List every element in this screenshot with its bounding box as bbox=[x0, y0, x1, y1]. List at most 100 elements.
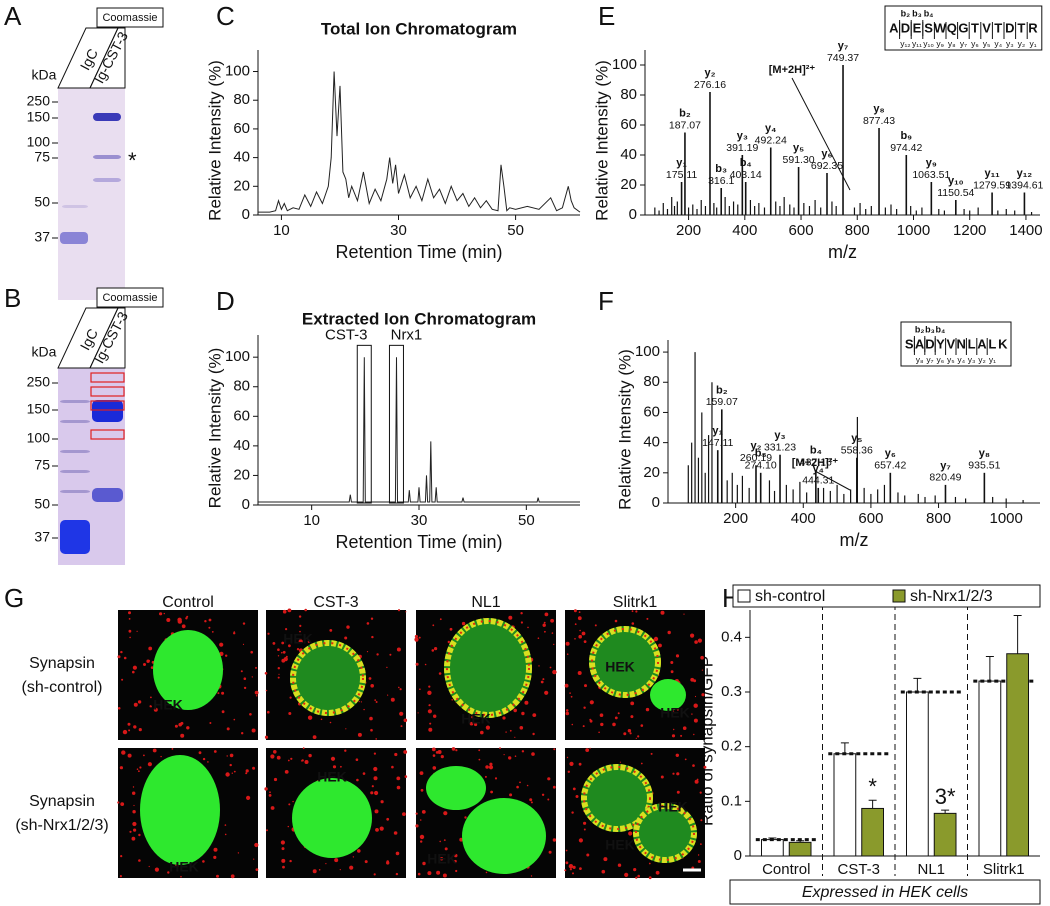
synapsin-punctum bbox=[266, 829, 268, 832]
synapsin-punctum bbox=[148, 646, 153, 651]
synapsin-punctum bbox=[132, 821, 137, 827]
synapsin-punctum bbox=[344, 749, 347, 752]
synapsin-punctum bbox=[282, 650, 286, 654]
cell-ring bbox=[591, 628, 659, 696]
marker-label: 50 bbox=[34, 496, 50, 512]
y-ion: y₂ bbox=[1018, 38, 1026, 48]
synapsin-punctum bbox=[489, 762, 493, 766]
synapsin-punctum bbox=[299, 624, 302, 627]
synapsin-punctum bbox=[598, 731, 600, 734]
synapsin-punctum bbox=[355, 758, 359, 761]
x-tick-label: Control bbox=[762, 861, 810, 878]
y-tick-label: 20 bbox=[233, 177, 250, 194]
synapsin-punctum bbox=[128, 729, 131, 732]
y-ion: y₁₀ bbox=[923, 38, 934, 48]
excised-region bbox=[90, 400, 125, 411]
y-tick-label: 60 bbox=[233, 407, 250, 424]
synapsin-punctum bbox=[485, 871, 488, 874]
y-ion: y₅ bbox=[947, 354, 955, 364]
cell-label: HEK bbox=[153, 697, 183, 713]
synapsin-punctum bbox=[150, 666, 154, 669]
synapsin-punctum bbox=[363, 708, 365, 711]
y-ion: y₂ bbox=[978, 354, 986, 364]
synapsin-punctum bbox=[578, 838, 583, 843]
lane-header bbox=[89, 307, 126, 369]
synapsin-punctum bbox=[583, 706, 586, 709]
synapsin-punctum bbox=[520, 612, 523, 615]
synapsin-punctum bbox=[648, 862, 651, 865]
synapsin-punctum bbox=[277, 648, 280, 651]
synapsin-punctum bbox=[439, 857, 444, 861]
synapsin-punctum bbox=[683, 613, 685, 615]
synapsin-punctum bbox=[637, 874, 640, 878]
synapsin-punctum bbox=[290, 757, 293, 760]
synapsin-punctum bbox=[390, 697, 395, 702]
synapsin-punctum bbox=[133, 702, 138, 707]
synapsin-punctum bbox=[242, 643, 245, 645]
synapsin-punctum bbox=[175, 864, 179, 868]
synapsin-punctum bbox=[478, 758, 481, 761]
synapsin-punctum bbox=[375, 828, 379, 832]
sequence: ADESWQGTVTDTR bbox=[889, 20, 1038, 35]
ion-label: b₄ bbox=[810, 445, 822, 457]
synapsin-punctum bbox=[226, 727, 230, 731]
legend-label: sh-Nrx1/2/3 bbox=[910, 588, 993, 605]
synapsin-punctum bbox=[240, 670, 243, 673]
synapsin-punctum bbox=[537, 637, 540, 639]
synapsin-punctum bbox=[553, 643, 555, 646]
synapsin-punctum bbox=[121, 750, 126, 755]
synapsin-punctum bbox=[298, 615, 302, 618]
synapsin-punctum bbox=[138, 770, 140, 773]
x-tick-label: 600 bbox=[789, 222, 814, 239]
synapsin-punctum bbox=[225, 654, 228, 657]
synapsin-punctum bbox=[530, 801, 533, 804]
synapsin-punctum bbox=[414, 637, 419, 642]
synapsin-punctum bbox=[514, 736, 516, 738]
synapsin-punctum bbox=[603, 857, 608, 862]
synapsin-punctum bbox=[123, 656, 127, 660]
b-ion: b₂ bbox=[901, 8, 911, 18]
synapsin-punctum bbox=[308, 753, 312, 758]
synapsin-punctum bbox=[403, 718, 408, 723]
cell-body bbox=[140, 755, 220, 865]
synapsin-punctum bbox=[285, 628, 288, 631]
ion-label: y₅ bbox=[851, 433, 862, 445]
synapsin-punctum bbox=[585, 748, 590, 752]
synapsin-punctum bbox=[255, 868, 259, 871]
synapsin-punctum bbox=[474, 722, 478, 727]
mz-label: 1394.61 bbox=[1005, 179, 1043, 191]
x-tick-label: CST-3 bbox=[837, 861, 880, 878]
ion-label: y₁ bbox=[712, 425, 723, 437]
synapsin-punctum bbox=[670, 661, 674, 664]
synapsin-punctum bbox=[251, 728, 256, 733]
marker-label: 50 bbox=[34, 194, 50, 210]
synapsin-punctum bbox=[672, 772, 675, 775]
synapsin-punctum bbox=[395, 872, 399, 876]
synapsin-punctum bbox=[370, 728, 373, 732]
synapsin-punctum bbox=[508, 756, 512, 760]
synapsin-punctum bbox=[521, 711, 525, 716]
y-ion: y₈ bbox=[916, 354, 924, 364]
synapsin-punctum bbox=[509, 793, 513, 797]
y-ion: y₆ bbox=[937, 354, 945, 364]
legend-label: sh-control bbox=[755, 588, 825, 605]
synapsin-punctum bbox=[213, 855, 217, 859]
synapsin-punctum bbox=[302, 747, 305, 750]
synapsin-punctum bbox=[547, 777, 551, 781]
ion-label: y₁₁ bbox=[984, 167, 1000, 179]
synapsin-punctum bbox=[614, 619, 618, 623]
synapsin-punctum bbox=[207, 761, 209, 763]
y-tick-label: 40 bbox=[620, 146, 637, 163]
mz-label: 276.16 bbox=[694, 79, 726, 91]
synapsin-punctum bbox=[532, 713, 537, 717]
ion-label: y₁₂ bbox=[1017, 167, 1033, 179]
synapsin-punctum bbox=[132, 791, 136, 795]
y-tick-label: 0 bbox=[242, 206, 250, 223]
x-axis-label: m/z bbox=[840, 530, 869, 550]
micrograph: HEK bbox=[414, 610, 557, 740]
cell-body bbox=[153, 630, 223, 710]
band bbox=[60, 470, 90, 473]
synapsin-punctum bbox=[548, 850, 552, 854]
synapsin-punctum bbox=[544, 630, 546, 633]
xlabel-box bbox=[729, 879, 1041, 905]
